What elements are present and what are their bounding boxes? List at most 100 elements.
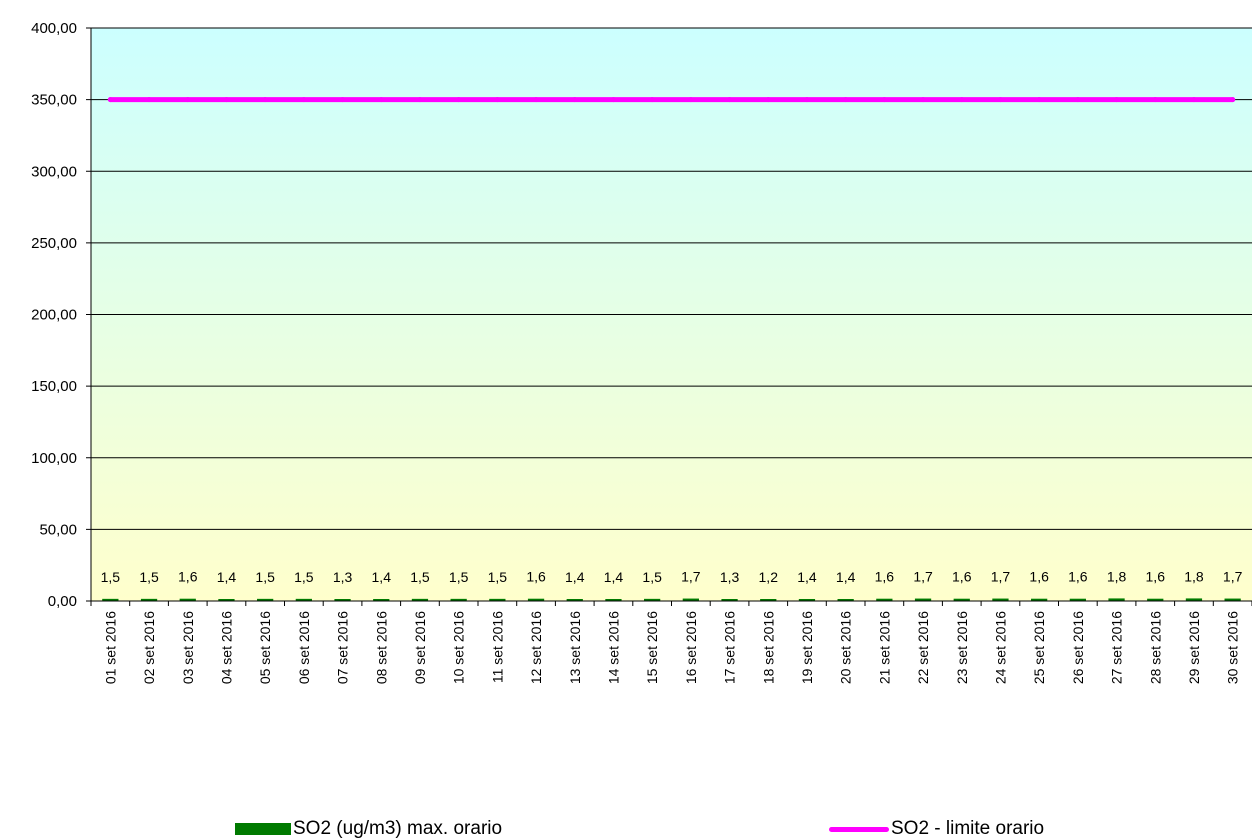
x-tick-label: 02 set 2016 xyxy=(141,611,157,684)
data-label: 1,3 xyxy=(720,569,740,585)
bar xyxy=(682,598,699,601)
line-point xyxy=(1075,97,1081,103)
data-label: 1,6 xyxy=(952,569,972,585)
line-point xyxy=(494,97,500,103)
x-tick-label: 07 set 2016 xyxy=(335,611,351,684)
bar xyxy=(605,598,622,601)
data-label: 1,4 xyxy=(372,569,392,585)
data-labels: 1,5 1,5 1,6 1,4 1,5 1,5 1,3 1,4 1,5 1,5 1,5 1,6 1,4 1… xyxy=(101,568,1243,585)
x-tick-label: 03 set 2016 xyxy=(180,611,196,684)
bar xyxy=(373,598,390,601)
data-label: 1,5 xyxy=(642,569,662,585)
data-label: 1,6 xyxy=(526,569,546,585)
line-point xyxy=(378,97,384,103)
x-tick-label: 01 set 2016 xyxy=(102,611,118,684)
y-axis-ticks: 0,00 50,00 100,00 150,00 200,00 250,00 300,00 3… xyxy=(31,20,91,610)
line-point xyxy=(146,97,152,103)
y-tick-label: 150,00 xyxy=(31,378,77,395)
line-point xyxy=(920,97,926,103)
bar xyxy=(644,598,661,601)
line-point xyxy=(959,97,965,103)
x-tick-label: 30 set 2016 xyxy=(1225,611,1241,684)
x-tick-label: 26 set 2016 xyxy=(1070,611,1086,684)
bar xyxy=(566,598,583,601)
data-label: 1,5 xyxy=(488,569,508,585)
bar xyxy=(798,598,816,601)
y-tick-label: 300,00 xyxy=(31,163,77,180)
line-point xyxy=(727,97,733,103)
bar xyxy=(760,599,777,601)
bar xyxy=(837,598,854,601)
line-point xyxy=(572,97,578,103)
line-point xyxy=(997,97,1003,103)
data-label: 1,5 xyxy=(255,569,275,585)
data-label: 1,7 xyxy=(681,569,701,585)
x-tick-label: 23 set 2016 xyxy=(954,611,970,684)
bar xyxy=(411,598,429,601)
bar xyxy=(1147,598,1164,601)
x-tick-label: 24 set 2016 xyxy=(992,611,1008,684)
line-point xyxy=(456,97,462,103)
x-tick-label: 18 set 2016 xyxy=(760,611,776,684)
bar xyxy=(992,598,1009,601)
line-point xyxy=(804,97,810,103)
x-tick-label: 05 set 2016 xyxy=(257,611,273,684)
x-tick-label: 29 set 2016 xyxy=(1186,611,1202,684)
data-label: 1,8 xyxy=(1107,568,1127,584)
bar xyxy=(721,599,738,601)
line-point xyxy=(843,97,849,103)
legend-bar-label: SO2 (ug/m3) max. orario xyxy=(293,818,503,839)
bar xyxy=(1108,598,1125,601)
line-point xyxy=(185,97,191,103)
y-tick-label: 100,00 xyxy=(31,450,77,467)
data-label: 1,6 xyxy=(1068,569,1088,585)
y-tick-label: 400,00 xyxy=(31,20,77,37)
bar xyxy=(102,598,119,601)
line-point xyxy=(765,97,771,103)
data-label: 1,6 xyxy=(1029,569,1049,585)
x-tick-label: 16 set 2016 xyxy=(683,611,699,684)
data-label: 1,5 xyxy=(410,569,430,585)
data-label: 1,5 xyxy=(101,569,121,585)
y-tick-label: 50,00 xyxy=(39,521,77,538)
x-tick-label: 13 set 2016 xyxy=(567,611,583,684)
data-label: 1,4 xyxy=(836,569,856,585)
line-point xyxy=(533,97,539,103)
legend-line-label: SO2 - limite orario xyxy=(891,818,1045,839)
x-tick-label: 20 set 2016 xyxy=(838,611,854,684)
bar xyxy=(1185,598,1203,601)
data-label: 1,4 xyxy=(217,569,237,585)
line-point xyxy=(301,97,307,103)
bar xyxy=(953,598,970,601)
x-tick-label: 11 set 2016 xyxy=(489,611,505,683)
bar xyxy=(257,598,274,601)
line-point xyxy=(417,97,423,103)
data-label: 1,8 xyxy=(1184,568,1204,584)
line-point xyxy=(688,97,694,103)
data-label: 1,7 xyxy=(913,569,933,585)
x-tick-label: 12 set 2016 xyxy=(528,611,544,684)
x-tick-label: 28 set 2016 xyxy=(1147,611,1163,684)
legend-bar-entry: SO2 (ug/m3) max. orario xyxy=(235,818,502,840)
bar xyxy=(218,598,235,601)
data-label: 1,4 xyxy=(604,569,624,585)
line-point xyxy=(223,97,229,103)
bar xyxy=(1069,598,1086,601)
bar xyxy=(876,598,893,601)
x-tick-label: 27 set 2016 xyxy=(1109,611,1125,684)
bar xyxy=(527,598,545,601)
y-tick-label: 350,00 xyxy=(31,92,77,109)
data-label: 1,7 xyxy=(991,569,1011,585)
x-tick-label: 17 set 2016 xyxy=(722,611,738,684)
y-tick-label: 200,00 xyxy=(31,307,77,324)
x-tick-label: 10 set 2016 xyxy=(451,611,467,684)
x-tick-label: 21 set 2016 xyxy=(876,611,892,684)
x-tick-label: 04 set 2016 xyxy=(218,611,234,684)
x-tick-label: 22 set 2016 xyxy=(915,611,931,684)
line-point xyxy=(1036,97,1042,103)
line-point xyxy=(340,97,346,103)
line-point xyxy=(1114,97,1120,103)
line-point xyxy=(610,97,616,103)
line-point xyxy=(262,97,268,103)
legend-bar-swatch xyxy=(235,823,291,835)
